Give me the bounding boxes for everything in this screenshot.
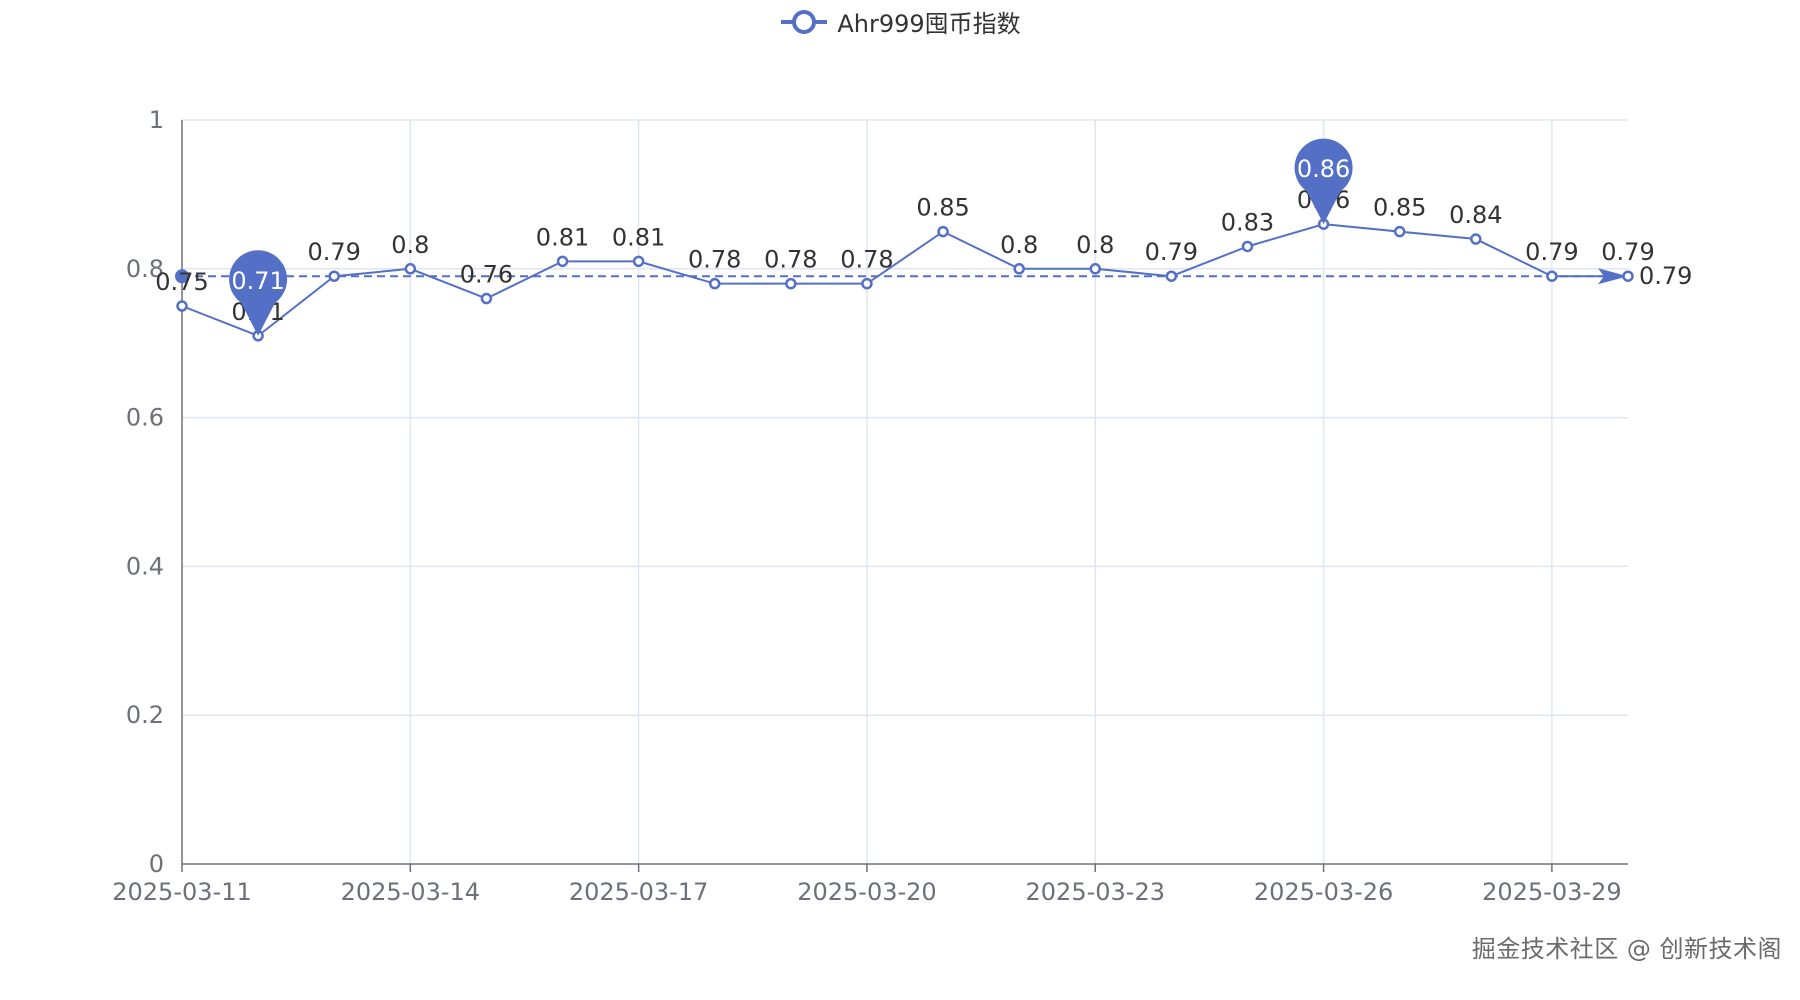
data-label: 0.75 [155,268,208,296]
data-label: 0.81 [536,223,589,251]
data-point [556,255,569,268]
x-tick-label: 2025-03-29 [1482,878,1621,906]
pin-icon [229,250,288,336]
watermark: 掘金技术社区 @ 创新技术阁 [1471,935,1782,963]
data-point [1622,270,1634,282]
data-point [1470,233,1482,245]
data-point [937,225,949,238]
y-tick-label: 0.8 [126,255,164,283]
data-label: 0.78 [840,246,893,274]
data-label: 0.79 [1601,238,1654,266]
pin-label: 0.71 [231,267,284,295]
data-label: 0.79 [1525,238,1578,266]
x-tick-label: 2025-03-17 [569,878,708,906]
data-label: 0.8 [1000,231,1038,259]
x-tick-label: 2025-03-20 [797,878,936,906]
data-point [176,300,188,312]
x-tick-label: 2025-03-11 [112,878,251,906]
data-point [1089,263,1102,275]
max-pin-marker: 0.86 [1294,138,1353,225]
data-label: 0.83 [1221,208,1274,236]
data-point [708,277,721,290]
data-point [1165,270,1178,282]
average-line-label: 0.79 [1639,262,1692,290]
legend-label: Ahr999囤币指数 [837,10,1021,38]
data-label: 0.79 [307,238,360,266]
y-tick-label: 0.6 [126,404,164,432]
data-point [785,277,797,290]
x-tick-label: 2025-03-14 [341,878,480,906]
data-label: 0.78 [688,246,741,274]
min-pin-marker: 0.71 [229,250,288,336]
x-tick-label: 2025-03-26 [1254,878,1393,906]
legend[interactable]: Ahr999囤币指数 [0,4,1800,39]
data-point [1393,225,1406,238]
data-point [404,263,417,275]
data-point [1546,270,1558,282]
data-label: 0.8 [1076,231,1114,259]
data-label: 0.8 [391,231,429,259]
series-line [181,223,1628,337]
data-point [328,270,340,282]
data-label: 0.81 [612,223,665,251]
y-tick-label: 0.2 [126,701,164,729]
data-label: 0.79 [1145,238,1198,266]
data-point [1013,263,1025,275]
pin-label: 0.86 [1297,155,1350,183]
data-point [632,255,645,268]
data-label: 0.85 [916,194,969,222]
pin-icon [1294,138,1353,225]
x-tick-label: 2025-03-23 [1026,878,1165,906]
data-label: 0.76 [460,261,513,289]
average-line-start-symbol [175,269,189,284]
y-tick-label: 1 [149,106,164,134]
legend-line-circle-icon [781,9,828,34]
data-point [861,277,873,290]
data-point [480,292,493,305]
y-tick-label: 0.4 [126,552,164,580]
data-label: 0.85 [1373,194,1426,222]
y-tick-label: 0 [149,850,164,878]
data-label: 0.78 [764,246,817,274]
data-label: 0.84 [1449,201,1502,229]
data-point [1241,240,1254,253]
